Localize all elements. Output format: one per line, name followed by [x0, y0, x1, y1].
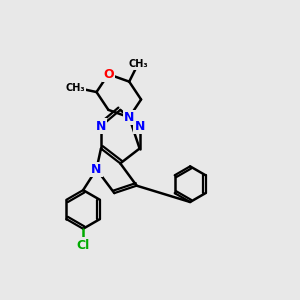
Text: Cl: Cl: [76, 238, 90, 252]
Text: N: N: [96, 120, 106, 133]
Text: N: N: [91, 163, 102, 176]
Text: CH₃: CH₃: [128, 59, 148, 69]
Text: O: O: [103, 68, 114, 81]
Text: CH₃: CH₃: [66, 82, 86, 93]
Text: N: N: [124, 111, 134, 124]
Text: N: N: [134, 120, 145, 133]
